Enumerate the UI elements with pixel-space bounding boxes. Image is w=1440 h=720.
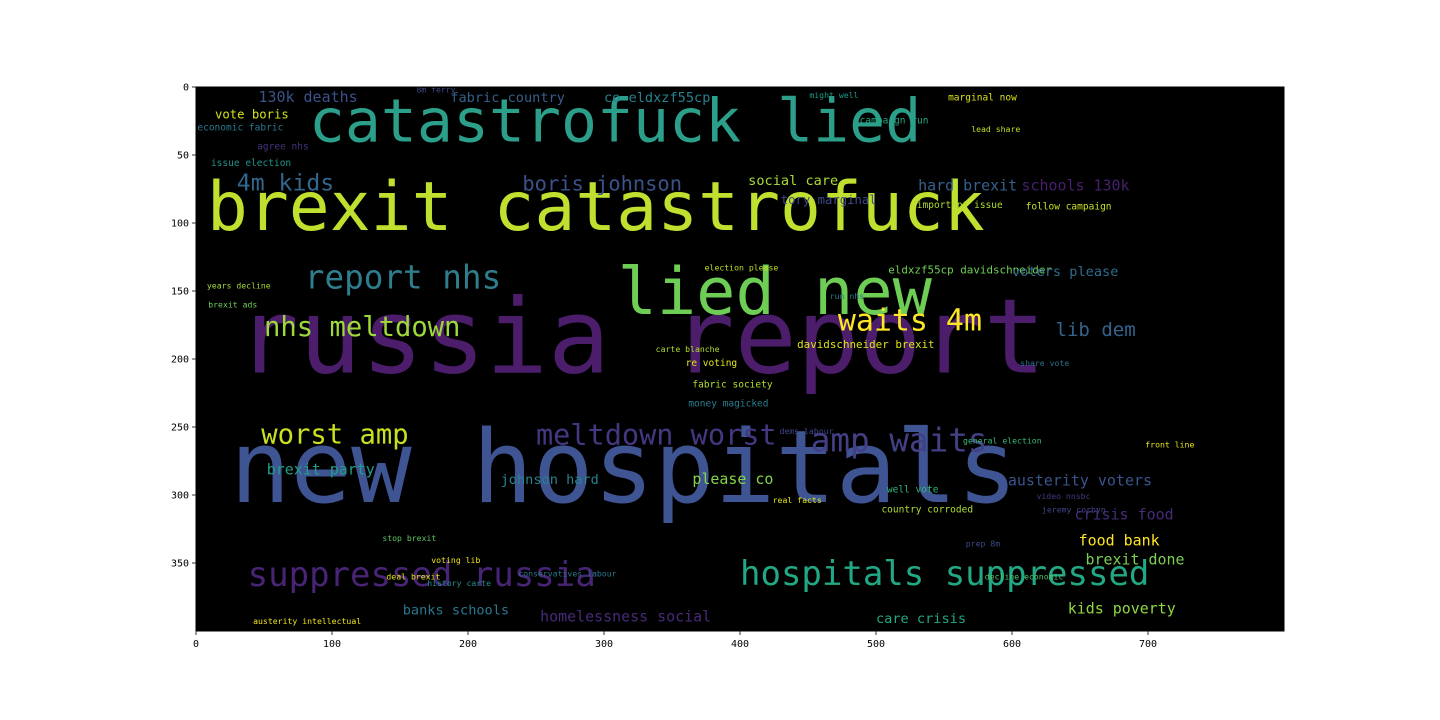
word-5: 4m kids: [237, 170, 334, 196]
word-25: tory marginal: [781, 193, 877, 207]
x-axis: 0 100 200 300 400 500 600 700: [193, 631, 1157, 650]
word-17: social care: [748, 173, 838, 189]
word-50: election please: [705, 263, 779, 273]
word-34: food bank: [1079, 531, 1160, 549]
word-45: voting lib: [431, 555, 480, 565]
word-65: brexit ads: [208, 299, 257, 309]
word-23: issue election: [211, 158, 291, 169]
word-26: important issue: [917, 200, 1003, 211]
x-tick-label-0: 0: [193, 639, 199, 650]
word-55: re voting: [686, 358, 738, 369]
word-20: co eldxzf55cp: [604, 90, 710, 106]
word-24: agree nhs: [257, 142, 309, 153]
word-18: 130k deaths: [259, 88, 358, 106]
word-37: care crisis: [876, 611, 966, 627]
word-39: banks schools: [403, 603, 509, 619]
word-51: marginal now: [948, 93, 1017, 104]
word-11: meltdown worst: [536, 418, 777, 452]
y-axis: 0 50 100 150 200 250 300 350: [171, 83, 196, 570]
word-27: follow campaign: [1026, 201, 1112, 212]
word-4: lied new: [618, 254, 933, 330]
word-53: lead share: [971, 124, 1020, 134]
word-29: voters please: [1012, 264, 1118, 280]
x-tick-label-2: 200: [459, 639, 477, 650]
word-69: video nnsbc: [1036, 491, 1090, 501]
x-tick-label-5: 500: [867, 639, 885, 650]
word-0: catastrofuck lied: [309, 86, 921, 156]
word-32: austerity voters: [1008, 471, 1152, 489]
word-59: well vote: [887, 484, 939, 495]
word-12: suppressed russia: [248, 555, 596, 595]
word-42: please co: [692, 470, 773, 488]
word-40: brexit party: [267, 461, 375, 479]
word-71: might well: [809, 90, 858, 100]
word-63: share vote: [1020, 358, 1069, 368]
x-tick-label-3: 300: [595, 639, 613, 650]
word-56: dems labour: [779, 426, 833, 436]
word-28: eldxzf55cp davidschneider: [888, 263, 1052, 276]
plot-area: catastrofuck lied brexit catastrofuck russ…: [195, 84, 1285, 632]
word-2: russia report: [237, 278, 1046, 398]
word-1: brexit catastrofuck: [207, 168, 985, 247]
x-tick-label-4: 400: [731, 639, 749, 650]
word-33: crisis food: [1075, 505, 1174, 523]
word-22: economic fabric: [197, 123, 283, 134]
word-10: worst amp: [261, 419, 408, 450]
word-54: run nhs: [830, 291, 864, 301]
y-tick-label-5: 250: [171, 423, 189, 434]
word-35: brexit done: [1085, 550, 1184, 568]
word-57: general election: [963, 435, 1042, 445]
word-13: hospitals suppressed: [740, 554, 1149, 594]
word-6: report nhs: [305, 258, 501, 296]
x-tick-label-6: 600: [1003, 639, 1021, 650]
word-58: country corroded: [881, 505, 973, 516]
word-43: fabric society: [692, 380, 772, 391]
y-tick-label-0: 0: [183, 83, 189, 94]
word-38: homelessness social: [540, 607, 711, 625]
word-21: vote boris: [215, 107, 289, 121]
y-tick-label-7: 350: [171, 559, 189, 570]
word-15: hard brexit: [918, 176, 1017, 194]
word-9: amp waits: [811, 421, 988, 459]
word-49: years decline: [207, 280, 271, 290]
word-72: 8m ferry: [416, 84, 455, 94]
word-46: deal brexit: [386, 571, 440, 581]
word-67: stop brexit: [382, 533, 436, 543]
word-64: front line: [1145, 439, 1194, 449]
y-tick-label-3: 150: [171, 287, 189, 298]
word-30: lib dem: [1056, 319, 1136, 341]
word-8: waits 4m: [838, 303, 982, 338]
word-47: conservatives labour: [518, 569, 616, 579]
word-19: fabric country: [450, 90, 565, 106]
word-31: davidschneider brexit: [797, 338, 935, 351]
y-tick-label-1: 50: [177, 151, 189, 162]
y-tick-label-2: 100: [171, 219, 189, 230]
word-70: austerity intellectual: [253, 616, 361, 626]
word-41: johnson hard: [501, 472, 599, 488]
y-tick-label-4: 200: [171, 355, 189, 366]
word-3: new hospitals: [230, 409, 1018, 526]
word-48: decline economic: [985, 571, 1064, 581]
word-36: kids poverty: [1068, 599, 1176, 617]
word-44: money magicked: [688, 399, 768, 410]
word-60: prep 8m: [966, 539, 1000, 549]
word-68: history carte: [427, 578, 491, 588]
word-16: schools 130k: [1022, 176, 1130, 194]
word-14: boris johnson: [522, 171, 682, 195]
word-7: nhs meltdown: [264, 312, 460, 343]
x-tick-label-7: 700: [1139, 639, 1157, 650]
word-66: real facts: [773, 495, 822, 505]
y-tick-label-6: 300: [171, 491, 189, 502]
word-layer: catastrofuck lied brexit catastrofuck russ…: [197, 84, 1194, 626]
word-61: jeremy corbyn: [1042, 505, 1106, 515]
word-52: campaign run: [860, 116, 929, 127]
word-62: carte blanche: [656, 344, 720, 354]
plot-background: [196, 87, 1284, 631]
x-tick-label-1: 100: [323, 639, 341, 650]
